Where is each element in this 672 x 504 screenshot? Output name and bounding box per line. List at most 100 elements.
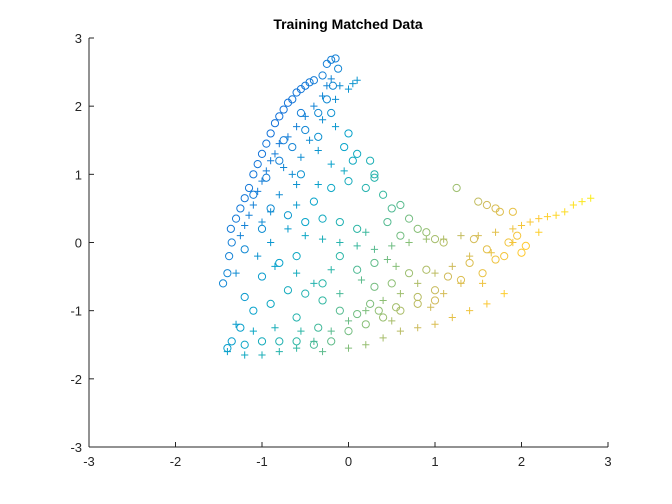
scatter-point-circle	[413, 299, 422, 308]
scatter-point-plus	[275, 140, 283, 148]
scatter-point-circle	[318, 71, 327, 80]
scatter-point-circle	[236, 204, 245, 213]
scatter-point-circle	[413, 224, 422, 233]
scatter-point-plus	[357, 276, 366, 284]
scatter-point-plus	[310, 279, 318, 287]
scatter-point-plus	[344, 344, 353, 352]
scatter-point-circle	[348, 156, 357, 165]
scatter-point-plus	[284, 225, 292, 233]
scatter-point-circle	[240, 292, 249, 302]
scatter-point-circle	[249, 306, 258, 315]
scatter-point-circle	[249, 170, 258, 179]
scatter-point-plus	[232, 320, 240, 328]
scatter-point-plus	[535, 215, 543, 223]
data-marks	[218, 54, 595, 359]
scatter-point-circle	[223, 269, 232, 278]
scatter-point-circle	[482, 200, 491, 210]
scatter-point-circle	[413, 292, 422, 302]
scatter-point-plus	[500, 290, 508, 298]
scatter-point-plus	[474, 232, 482, 240]
scatter-point-circle	[257, 224, 267, 233]
scatter-point-circle	[322, 59, 331, 69]
scatter-point-circle	[314, 323, 323, 332]
scatter-point-circle	[279, 105, 288, 114]
scatter-point-circle	[353, 224, 362, 233]
scatter-point-plus	[293, 180, 301, 189]
scatter-point-plus	[349, 80, 357, 88]
scatter-point-circle	[430, 286, 440, 295]
scatter-point-circle	[387, 204, 396, 213]
scatter-point-plus	[267, 208, 275, 216]
scatter-point-plus	[478, 279, 487, 287]
scatter-point-plus	[578, 198, 586, 206]
scatter-point-plus	[258, 218, 266, 226]
scatter-point-circle	[396, 306, 405, 315]
scatter-point-circle	[370, 258, 379, 268]
scatter-point-circle	[240, 194, 249, 203]
scatter-point-plus	[267, 157, 275, 165]
scatter-point-circle	[236, 323, 245, 332]
scatter-point-circle	[275, 337, 284, 346]
scatter-point-circle	[334, 64, 343, 73]
scatter-point-plus	[431, 320, 439, 328]
scatter-point-plus	[249, 327, 257, 335]
scatter-point-circle	[296, 108, 306, 118]
scatter-point-circle	[387, 279, 396, 288]
scatter-point-plus	[509, 238, 517, 247]
scatter-point-circle	[508, 207, 517, 216]
scatter-point-plus	[271, 150, 279, 158]
scatter-point-circle	[370, 282, 379, 291]
scatter-point-plus	[388, 317, 396, 325]
scatter-point-circle	[318, 214, 327, 223]
scatter-point-plus	[362, 228, 370, 236]
scatter-point-circle	[430, 234, 440, 244]
scatter-point-plus	[431, 269, 439, 277]
scatter-point-plus	[301, 232, 309, 240]
scatter-point-plus	[310, 337, 318, 345]
scatter-point-circle	[296, 170, 306, 179]
scatter-point-circle	[301, 125, 310, 135]
ticks: -3 -2 -1 0 1 2 3 -3 -2 -1 0 1 2 3	[70, 31, 611, 469]
scatter-point-circle	[301, 289, 310, 298]
scatter-point-circle	[218, 279, 228, 288]
scatter-point-circle	[521, 241, 530, 251]
scatter-point-circle	[262, 139, 271, 148]
scatter-point-plus	[414, 324, 422, 332]
scatter-point-plus	[379, 334, 387, 342]
y-tick-label: 3	[75, 31, 82, 46]
scatter-point-plus	[353, 242, 361, 250]
scatter-point-circle	[443, 272, 453, 281]
scatter-point-circle	[257, 149, 267, 158]
scatter-point-plus	[587, 194, 595, 202]
scatter-point-plus	[327, 266, 335, 274]
scatter-point-plus	[344, 85, 353, 93]
scatter-point-circle	[366, 156, 375, 165]
scatter-point-plus	[457, 232, 465, 240]
scatter-point-circle	[262, 173, 271, 182]
scatter-point-circle	[292, 337, 301, 346]
scatter-point-circle	[327, 108, 336, 118]
scatter-point-circle	[361, 183, 370, 193]
scatter-point-circle	[318, 279, 327, 288]
scatter-point-circle	[225, 252, 234, 261]
scatter-point-plus	[427, 303, 435, 311]
scatter-point-circle	[305, 78, 314, 87]
scatter-point-plus	[293, 344, 301, 352]
scatter-point-circle	[344, 129, 353, 138]
scatter-point-plus	[267, 238, 275, 247]
scatter-point-plus	[370, 245, 379, 253]
scatter-point-circle	[383, 217, 392, 227]
scatter-point-circle	[292, 252, 301, 261]
scatter-point-circle	[266, 299, 275, 308]
x-tick-label: -1	[256, 454, 268, 469]
scatter-point-circle	[257, 337, 267, 346]
scatter-point-circle	[292, 313, 301, 322]
scatter-point-circle	[288, 95, 297, 104]
scatter-point-plus	[491, 228, 500, 236]
scatter-point-circle	[340, 142, 349, 152]
scatter-point-circle	[491, 255, 500, 264]
scatter-point-circle	[500, 252, 509, 261]
scatter-point-circle	[318, 296, 327, 305]
scatter-point-circle	[422, 265, 431, 274]
scatter-point-circle	[270, 119, 280, 128]
